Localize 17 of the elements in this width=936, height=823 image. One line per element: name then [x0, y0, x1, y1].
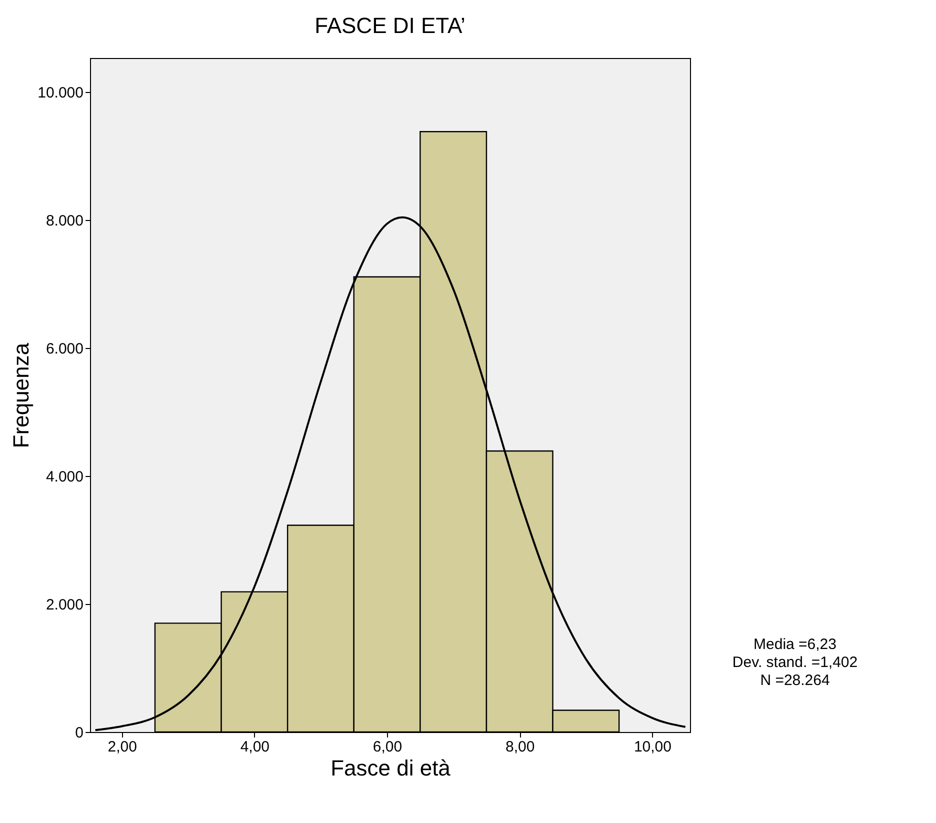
x-tick-label: 2,00	[108, 738, 137, 756]
y-tick-label: 6.000	[46, 340, 84, 358]
text: Media =6,23	[754, 636, 836, 653]
y-axis-title: Frequenza	[8, 342, 34, 448]
text: N =28.264	[760, 672, 830, 689]
y-tick-label: 10.000	[38, 84, 84, 102]
y-tick-label: 4.000	[46, 468, 84, 486]
x-tick-label: 6,00	[372, 738, 402, 756]
x-axis-title: Fasce di età	[330, 756, 452, 780]
x-tick-label: 10,00	[634, 738, 672, 756]
chart-title: FASCE DI ETA’	[314, 13, 466, 38]
y-tick-label: 8.000	[46, 212, 84, 230]
y-tick-label: 0	[75, 724, 84, 742]
text: Dev. stand. =1,402	[732, 654, 858, 671]
x-tick-label: 4,00	[240, 738, 270, 756]
y-tick-label: 2.000	[46, 596, 84, 614]
x-tick-label: 8,00	[506, 738, 535, 756]
